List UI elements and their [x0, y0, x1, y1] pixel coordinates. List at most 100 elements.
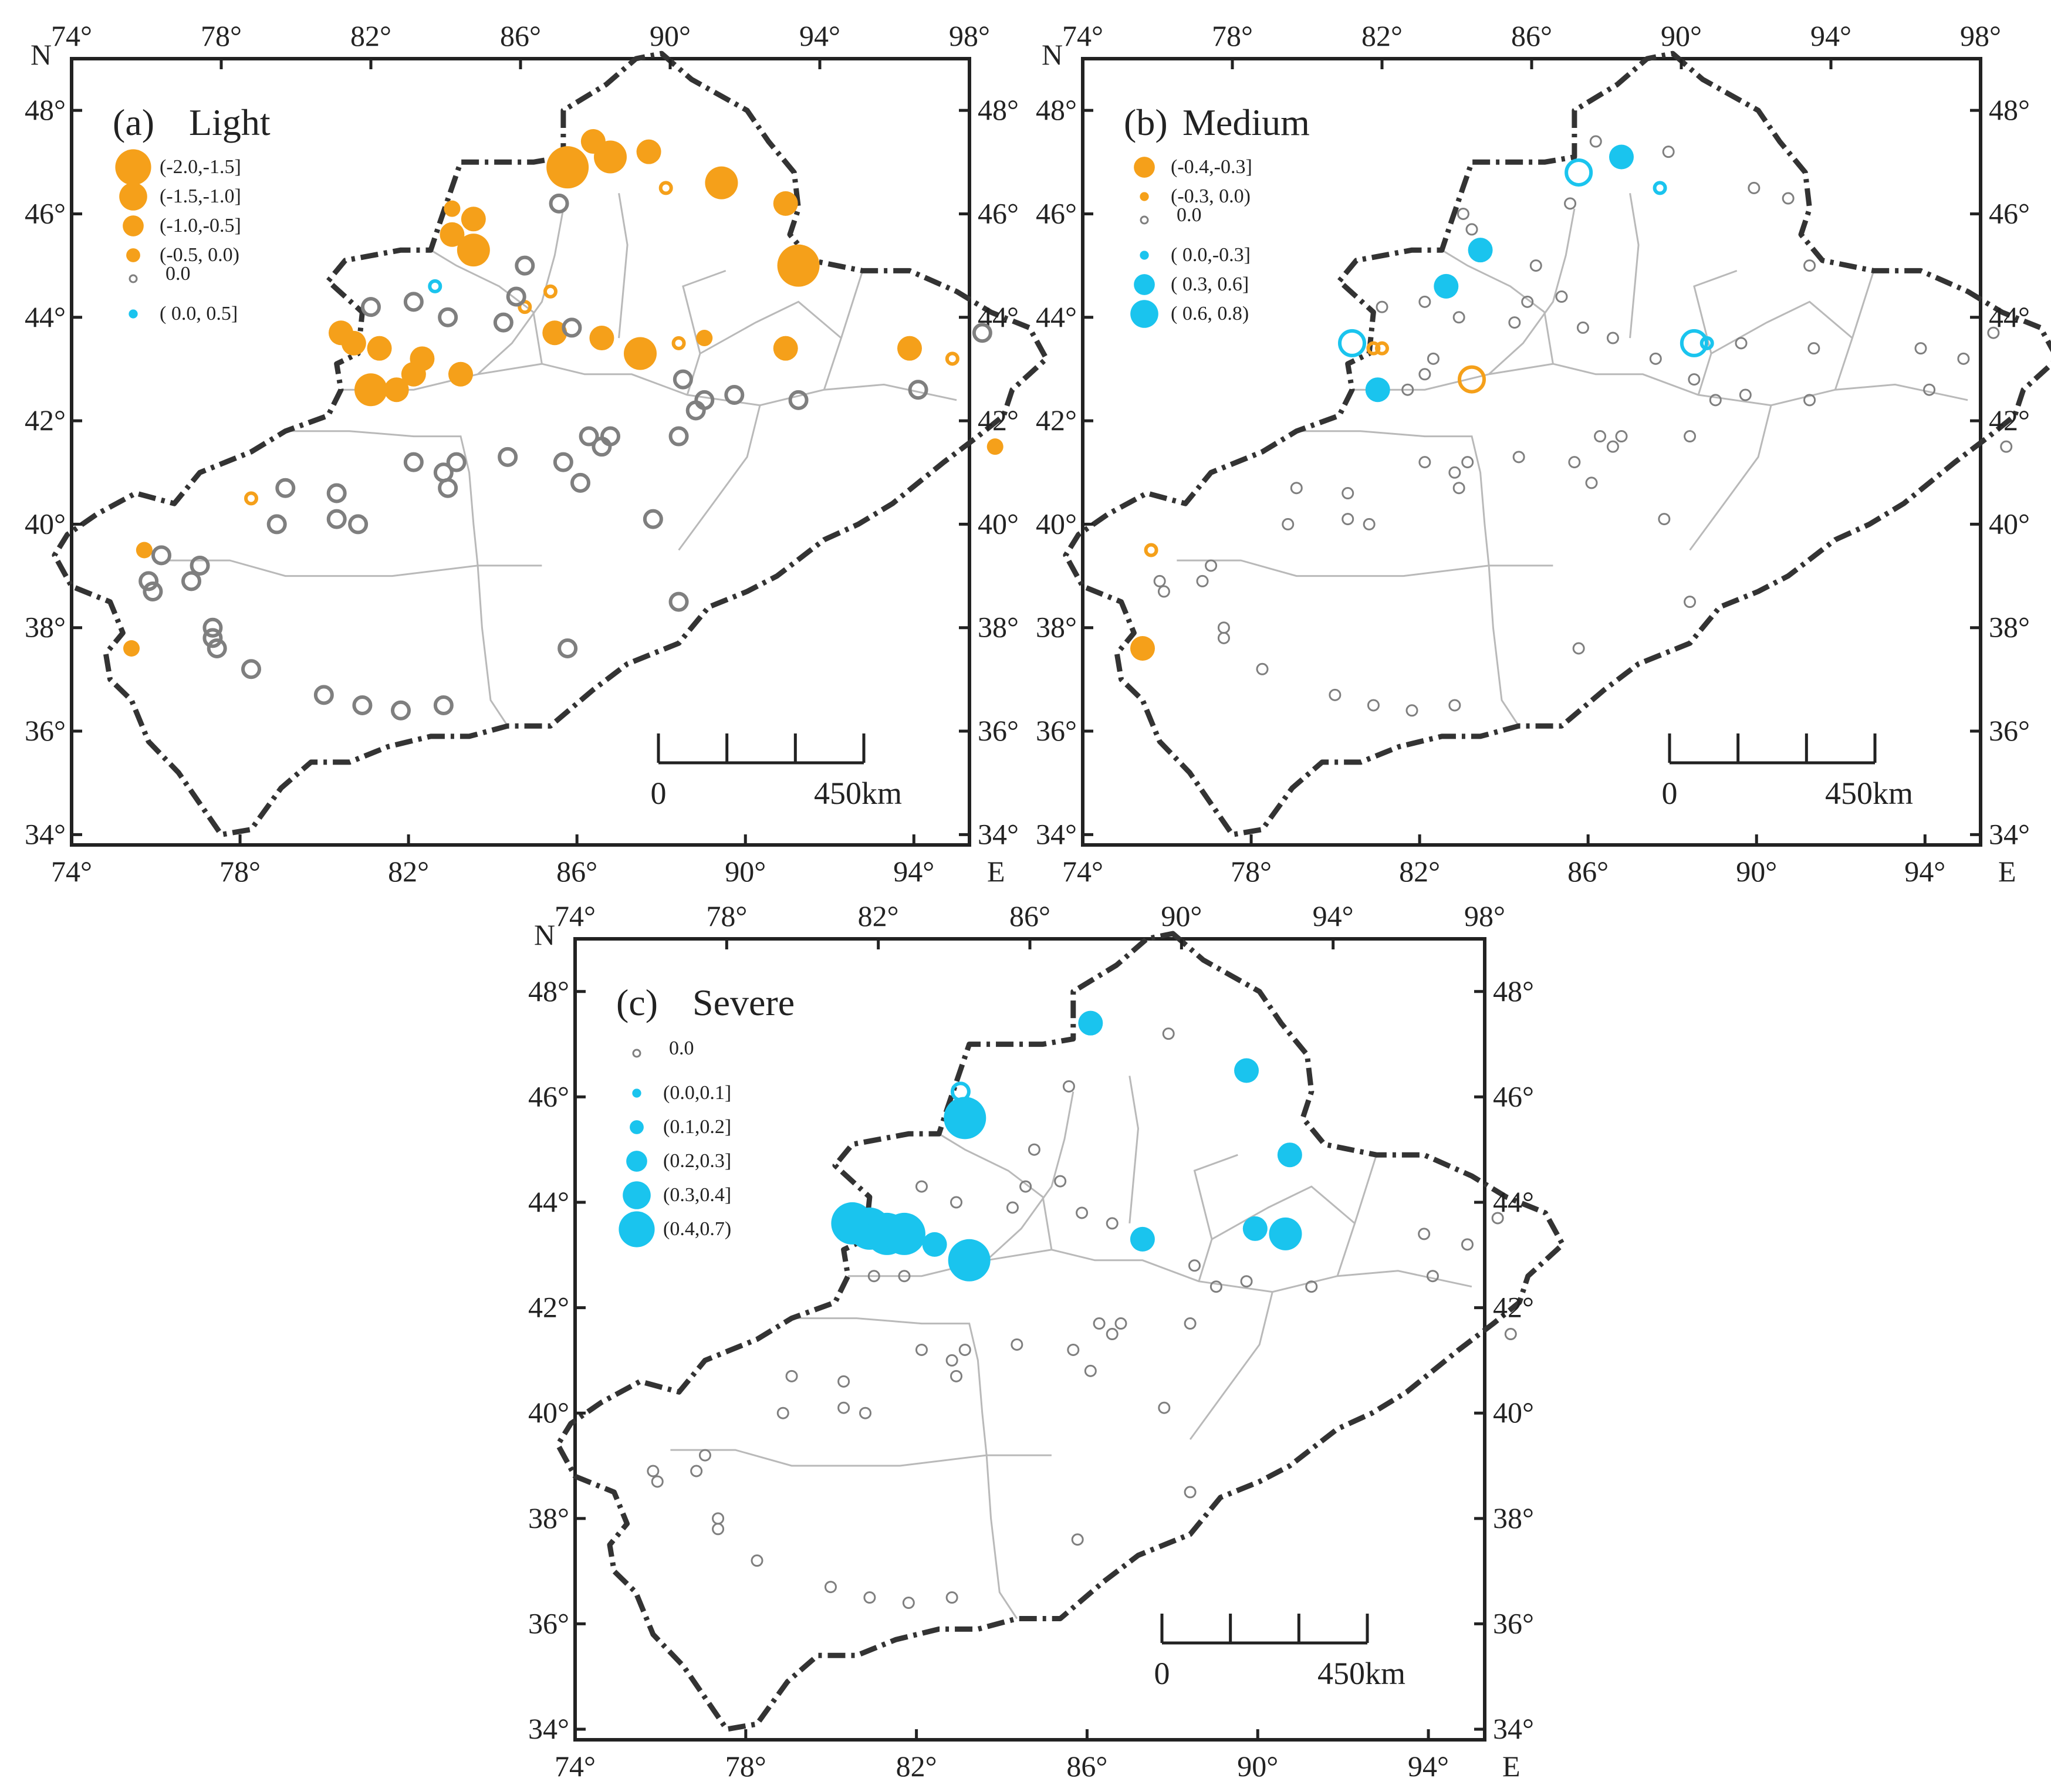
prefecture-boundary: [682, 269, 727, 395]
station-marker: [1606, 332, 1619, 344]
station-marker: [1699, 336, 1714, 350]
station-marker: [1093, 1317, 1106, 1330]
station-marker: [1680, 329, 1708, 357]
station-marker: [902, 1597, 915, 1610]
bottom-tick-label: 74°: [555, 1750, 596, 1783]
prefecture-boundary: [1211, 1185, 1356, 1240]
station-marker: [266, 514, 287, 535]
station-marker: [1078, 1010, 1103, 1036]
station-marker: [403, 452, 424, 472]
legend-symbol: [115, 149, 151, 185]
station-marker: [922, 1232, 947, 1257]
station-marker: [384, 377, 409, 403]
station-marker: [1807, 342, 1820, 355]
station-marker: [1521, 295, 1534, 308]
scale-end-label: 450km: [814, 776, 902, 811]
station-marker: [1240, 1275, 1253, 1288]
station-marker: [207, 638, 227, 658]
station-marker: [1076, 1206, 1089, 1219]
station-marker: [1196, 574, 1209, 587]
legend-symbol: [623, 1181, 651, 1209]
bottom-tick-label: 94°: [893, 855, 934, 888]
station-marker: [391, 700, 411, 721]
prefecture-boundary: [430, 249, 543, 364]
prefecture-boundary: [1488, 565, 1520, 727]
right-tick-label: 36°: [1493, 1607, 1534, 1639]
station-marker: [1565, 158, 1593, 187]
station-marker: [1649, 352, 1662, 365]
station-marker: [1144, 543, 1158, 557]
station-marker: [705, 166, 738, 200]
station-marker: [1342, 487, 1354, 500]
left-tick-label: 40°: [25, 507, 66, 540]
station-marker: [785, 1370, 798, 1382]
top-tick-label: 74°: [51, 19, 92, 52]
station-marker: [1363, 518, 1376, 530]
top-tick-label: 86°: [1009, 900, 1050, 932]
prefecture-boundary: [618, 192, 629, 339]
station-marker: [1491, 1212, 1504, 1225]
station-marker: [712, 1523, 725, 1536]
station-marker: [181, 571, 201, 591]
right-tick-label: 48°: [1989, 93, 2030, 126]
right-tick-label: 34°: [1989, 817, 2030, 850]
station-marker: [562, 317, 582, 338]
station-marker: [1504, 1328, 1517, 1341]
station-marker: [776, 1406, 789, 1419]
station-marker: [837, 1375, 850, 1388]
station-marker: [867, 1270, 880, 1283]
top-tick-label: 98°: [949, 19, 990, 52]
right-tick-label: 36°: [978, 714, 1019, 747]
station-marker: [1461, 456, 1474, 469]
prefecture-boundary: [477, 565, 509, 727]
station-marker: [948, 1239, 991, 1282]
left-tick-label: 38°: [528, 1502, 569, 1534]
station-marker: [557, 638, 578, 658]
prefecture-boundary: [938, 1133, 1053, 1250]
station-marker: [915, 1180, 928, 1193]
prefecture-boundary: [1629, 192, 1640, 339]
scale-end-label: 450km: [1825, 776, 1913, 811]
station-marker: [1465, 223, 1478, 236]
map-panel-b: 74° 78° 82° 86° 90° 94° 98° 74° 78° 82° 86° 90° 94° E…: [1036, 19, 2051, 888]
station-marker: [202, 617, 223, 638]
station-marker: [958, 1343, 971, 1356]
panel-label: (a): [113, 102, 154, 143]
left-tick-label: 46°: [528, 1080, 569, 1113]
station-marker: [1405, 704, 1418, 717]
station-marker: [1342, 513, 1354, 526]
station-marker: [1529, 259, 1542, 272]
station-marker: [1461, 1238, 1474, 1251]
station-marker: [1585, 476, 1598, 489]
station-marker: [724, 385, 745, 405]
station-marker: [1217, 621, 1230, 634]
station-marker: [438, 478, 458, 498]
station-marker: [651, 1475, 664, 1488]
station-marker: [859, 1406, 872, 1419]
right-tick-label: 38°: [1989, 611, 2030, 644]
station-marker: [1914, 342, 1927, 355]
legend-symbol: [632, 1088, 641, 1098]
station-marker: [589, 326, 614, 351]
east-label: E: [1998, 855, 2016, 888]
left-tick-label: 34°: [528, 1712, 569, 1745]
legend-symbol: [1140, 251, 1149, 260]
right-tick-label: 38°: [978, 611, 1019, 644]
station-marker: [326, 483, 347, 503]
station-marker: [1803, 259, 1816, 272]
legend-label: 0.0: [669, 1037, 694, 1059]
station-marker: [1290, 482, 1303, 495]
station-marker: [668, 591, 689, 612]
station-marker: [950, 1196, 963, 1209]
station-marker: [712, 1512, 725, 1525]
left-tick-label: 36°: [1036, 714, 1077, 747]
region-border: [555, 931, 1566, 1732]
station-marker: [696, 330, 713, 347]
station-marker: [361, 297, 381, 317]
station-marker: [1662, 146, 1675, 158]
prefecture-boundary: [165, 559, 542, 577]
station-marker: [1019, 1180, 1032, 1193]
bottom-tick-label: 86°: [1567, 855, 1609, 888]
left-tick-label: 38°: [1036, 611, 1077, 644]
